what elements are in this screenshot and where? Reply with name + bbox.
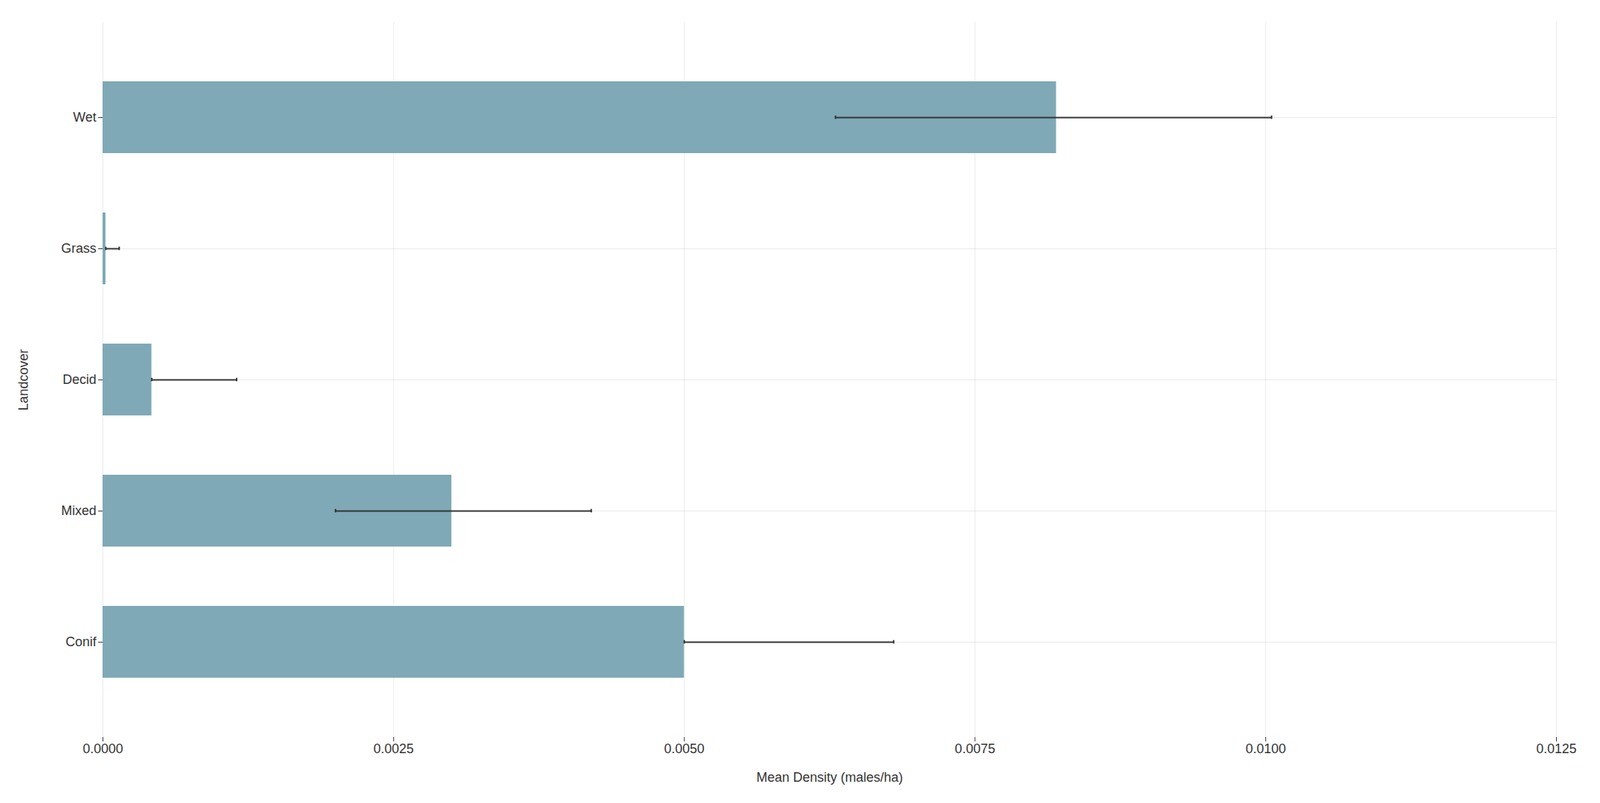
svg-text:0.0050: 0.0050 bbox=[664, 741, 705, 757]
svg-text:Decid: Decid bbox=[62, 372, 96, 387]
svg-text:Landcover: Landcover bbox=[16, 348, 31, 411]
svg-text:0.0100: 0.0100 bbox=[1245, 741, 1286, 757]
svg-text:Grass: Grass bbox=[60, 241, 96, 256]
svg-text:0.0025: 0.0025 bbox=[373, 741, 414, 757]
svg-text:0.0000: 0.0000 bbox=[82, 741, 124, 757]
svg-text:Mixed: Mixed bbox=[60, 503, 96, 518]
svg-text:0.0075: 0.0075 bbox=[954, 741, 995, 757]
svg-text:Conif: Conif bbox=[65, 634, 97, 650]
svg-text:Mean Density (males/ha): Mean Density (males/ha) bbox=[756, 769, 903, 785]
svg-text:Wet: Wet bbox=[73, 109, 97, 125]
svg-text:0.0125: 0.0125 bbox=[1536, 741, 1577, 757]
